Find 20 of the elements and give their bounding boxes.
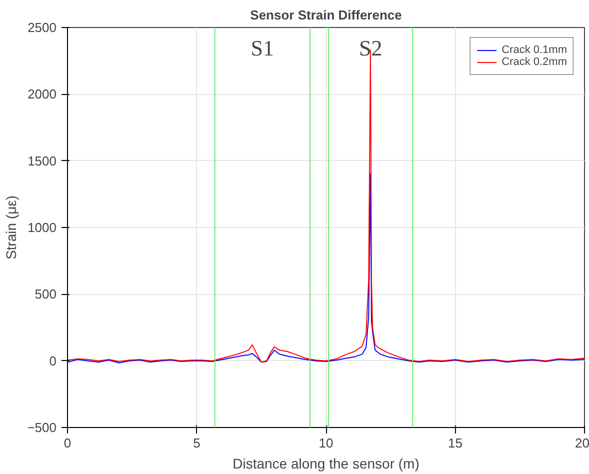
- y-tick-label: 1000: [28, 220, 56, 235]
- y-axis-title: Strain (με): [3, 195, 20, 260]
- y-tick-label: −500: [27, 420, 57, 435]
- legend-label: Crack 0.1mm: [502, 44, 567, 56]
- y-tick-label: 2500: [28, 20, 56, 35]
- legend-label: Crack 0.2mm: [502, 56, 567, 68]
- y-tick-label: 0: [49, 353, 57, 368]
- y-tick-label: 500: [34, 286, 57, 302]
- x-tick-label: 20: [575, 436, 589, 450]
- x-axis-title: Distance along the sensor (m): [232, 456, 420, 472]
- x-tick-label: 5: [193, 436, 200, 450]
- x-tick-label: 10: [318, 436, 334, 450]
- y-tick-label: 1500: [28, 153, 56, 168]
- line-series: [68, 174, 584, 364]
- x-tick-label: 0: [64, 436, 72, 450]
- annotation: S2: [358, 36, 382, 60]
- y-tick-label: 2000: [28, 86, 56, 102]
- annotation: S1: [250, 36, 274, 60]
- chart-title: Sensor Strain Difference: [250, 8, 402, 22]
- x-tick-label: 15: [448, 436, 462, 450]
